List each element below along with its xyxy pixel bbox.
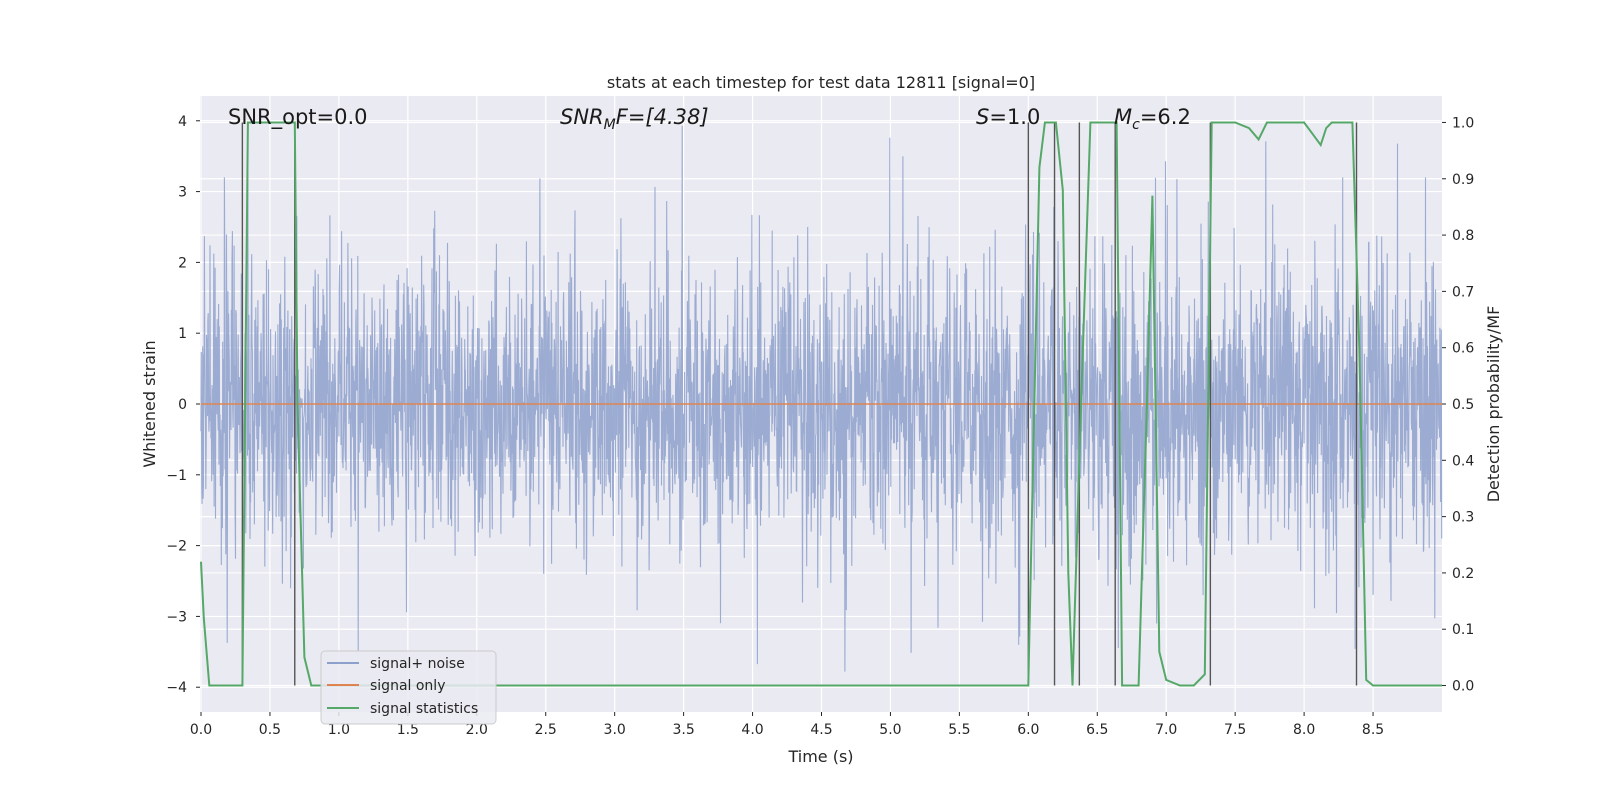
vertical-lines	[241, 122, 1358, 686]
chart-title: stats at each timestep for test data 128…	[607, 73, 1035, 92]
mc-value: =6.2	[1140, 105, 1191, 129]
y-tick-label-6: −2	[166, 539, 187, 555]
x-tick-label-10: 5.0	[879, 722, 901, 738]
y2-tick-label-4: 0.6	[1452, 341, 1474, 357]
x-axis-label: Time (s)	[787, 747, 853, 766]
y2-tick-label-9: 0.1	[1452, 622, 1474, 638]
y2-tick-label-7: 0.3	[1452, 510, 1474, 526]
x-tick-label-16: 8.0	[1293, 722, 1315, 738]
legend-label-signal: signal only	[370, 678, 445, 694]
y-tick-label-2: 2	[178, 255, 187, 271]
x-tick-label-8: 4.0	[741, 722, 763, 738]
y2-tick-label-10: 0.0	[1452, 679, 1474, 695]
x-tick-label-12: 6.0	[1017, 722, 1039, 738]
x-tick-label-7: 3.5	[672, 722, 694, 738]
stats-series	[200, 121, 1442, 687]
x-tick-label-0: 0.0	[190, 722, 212, 738]
noise-series	[200, 125, 1443, 672]
legend-box	[320, 650, 497, 725]
annotation-snr-mf: SNRMF=[4.38]	[560, 105, 709, 133]
x-tick-label-15: 7.5	[1224, 722, 1246, 738]
legend: signal+ noise signal only signal statist…	[320, 650, 497, 725]
x-tick-label-14: 7.0	[1155, 722, 1177, 738]
x-tick-label-17: 8.5	[1362, 722, 1384, 738]
y-tick-label-7: −3	[166, 609, 187, 625]
x-tick-label-2: 1.0	[328, 722, 350, 738]
y2-axis-ticks: 1.0 0.9 0.8 0.7 0.6 0.5 0.4 0.3 0.2 0.1 0.0	[1442, 115, 1474, 695]
x-tick-label-1: 0.5	[259, 722, 281, 738]
y2-tick-label-1: 0.9	[1452, 172, 1474, 188]
x-axis-ticks: 0.0 0.5 1.0 1.5 2.0 2.5 3.0 3.5 4.0 4.5 5.0 5.5 6.0 6…	[190, 712, 1384, 738]
snr-mf-base: SNR	[560, 105, 604, 129]
annotation-snr-opt: SNR_opt=0.0	[228, 105, 368, 130]
annotation-mc: Mc=6.2	[1114, 105, 1191, 133]
y-axis-ticks: 4 3 2 1 0 −1 −2 −3 −4	[166, 114, 200, 696]
x-tick-label-4: 2.0	[466, 722, 488, 738]
y2-tick-label-2: 0.8	[1452, 228, 1474, 244]
y-tick-label-4: 0	[178, 397, 187, 413]
x-tick-label-5: 2.5	[535, 722, 557, 738]
s-label: S	[976, 105, 989, 129]
s-value: =1.0	[989, 105, 1040, 129]
y-tick-label-1: 3	[178, 185, 187, 201]
noise-line	[200, 125, 1443, 672]
legend-label-noise: signal+ noise	[370, 656, 465, 672]
x-tick-label-6: 3.0	[604, 722, 626, 738]
y2-tick-label-3: 0.7	[1452, 284, 1474, 300]
snr-mf-rest: F=[4.38]	[616, 105, 709, 129]
mc-sub: c	[1132, 117, 1140, 133]
y-tick-label-8: −4	[166, 680, 187, 696]
y2-tick-label-0: 1.0	[1452, 115, 1474, 131]
snr-mf-sub: M	[604, 117, 616, 133]
legend-label-stats: signal statistics	[370, 701, 478, 717]
annotation-s: S=1.0	[976, 105, 1040, 129]
x-tick-label-13: 6.5	[1086, 722, 1108, 738]
y-tick-label-5: −1	[166, 468, 187, 484]
signal-statistics-line	[200, 121, 1442, 687]
x-tick-label-9: 4.5	[810, 722, 832, 738]
y2-axis-label: Detection probability/MF	[1484, 306, 1503, 503]
y-tick-label-3: 1	[178, 326, 187, 342]
y2-tick-label-5: 0.5	[1452, 397, 1474, 413]
x-tick-label-11: 5.5	[948, 722, 970, 738]
y2-tick-label-8: 0.2	[1452, 566, 1474, 582]
y2-tick-label-6: 0.4	[1452, 453, 1474, 469]
mc-base: M	[1114, 105, 1132, 129]
y-tick-label-0: 4	[178, 114, 187, 130]
y-axis-label: Whitened strain	[140, 340, 159, 467]
x-tick-label-3: 1.5	[397, 722, 419, 738]
